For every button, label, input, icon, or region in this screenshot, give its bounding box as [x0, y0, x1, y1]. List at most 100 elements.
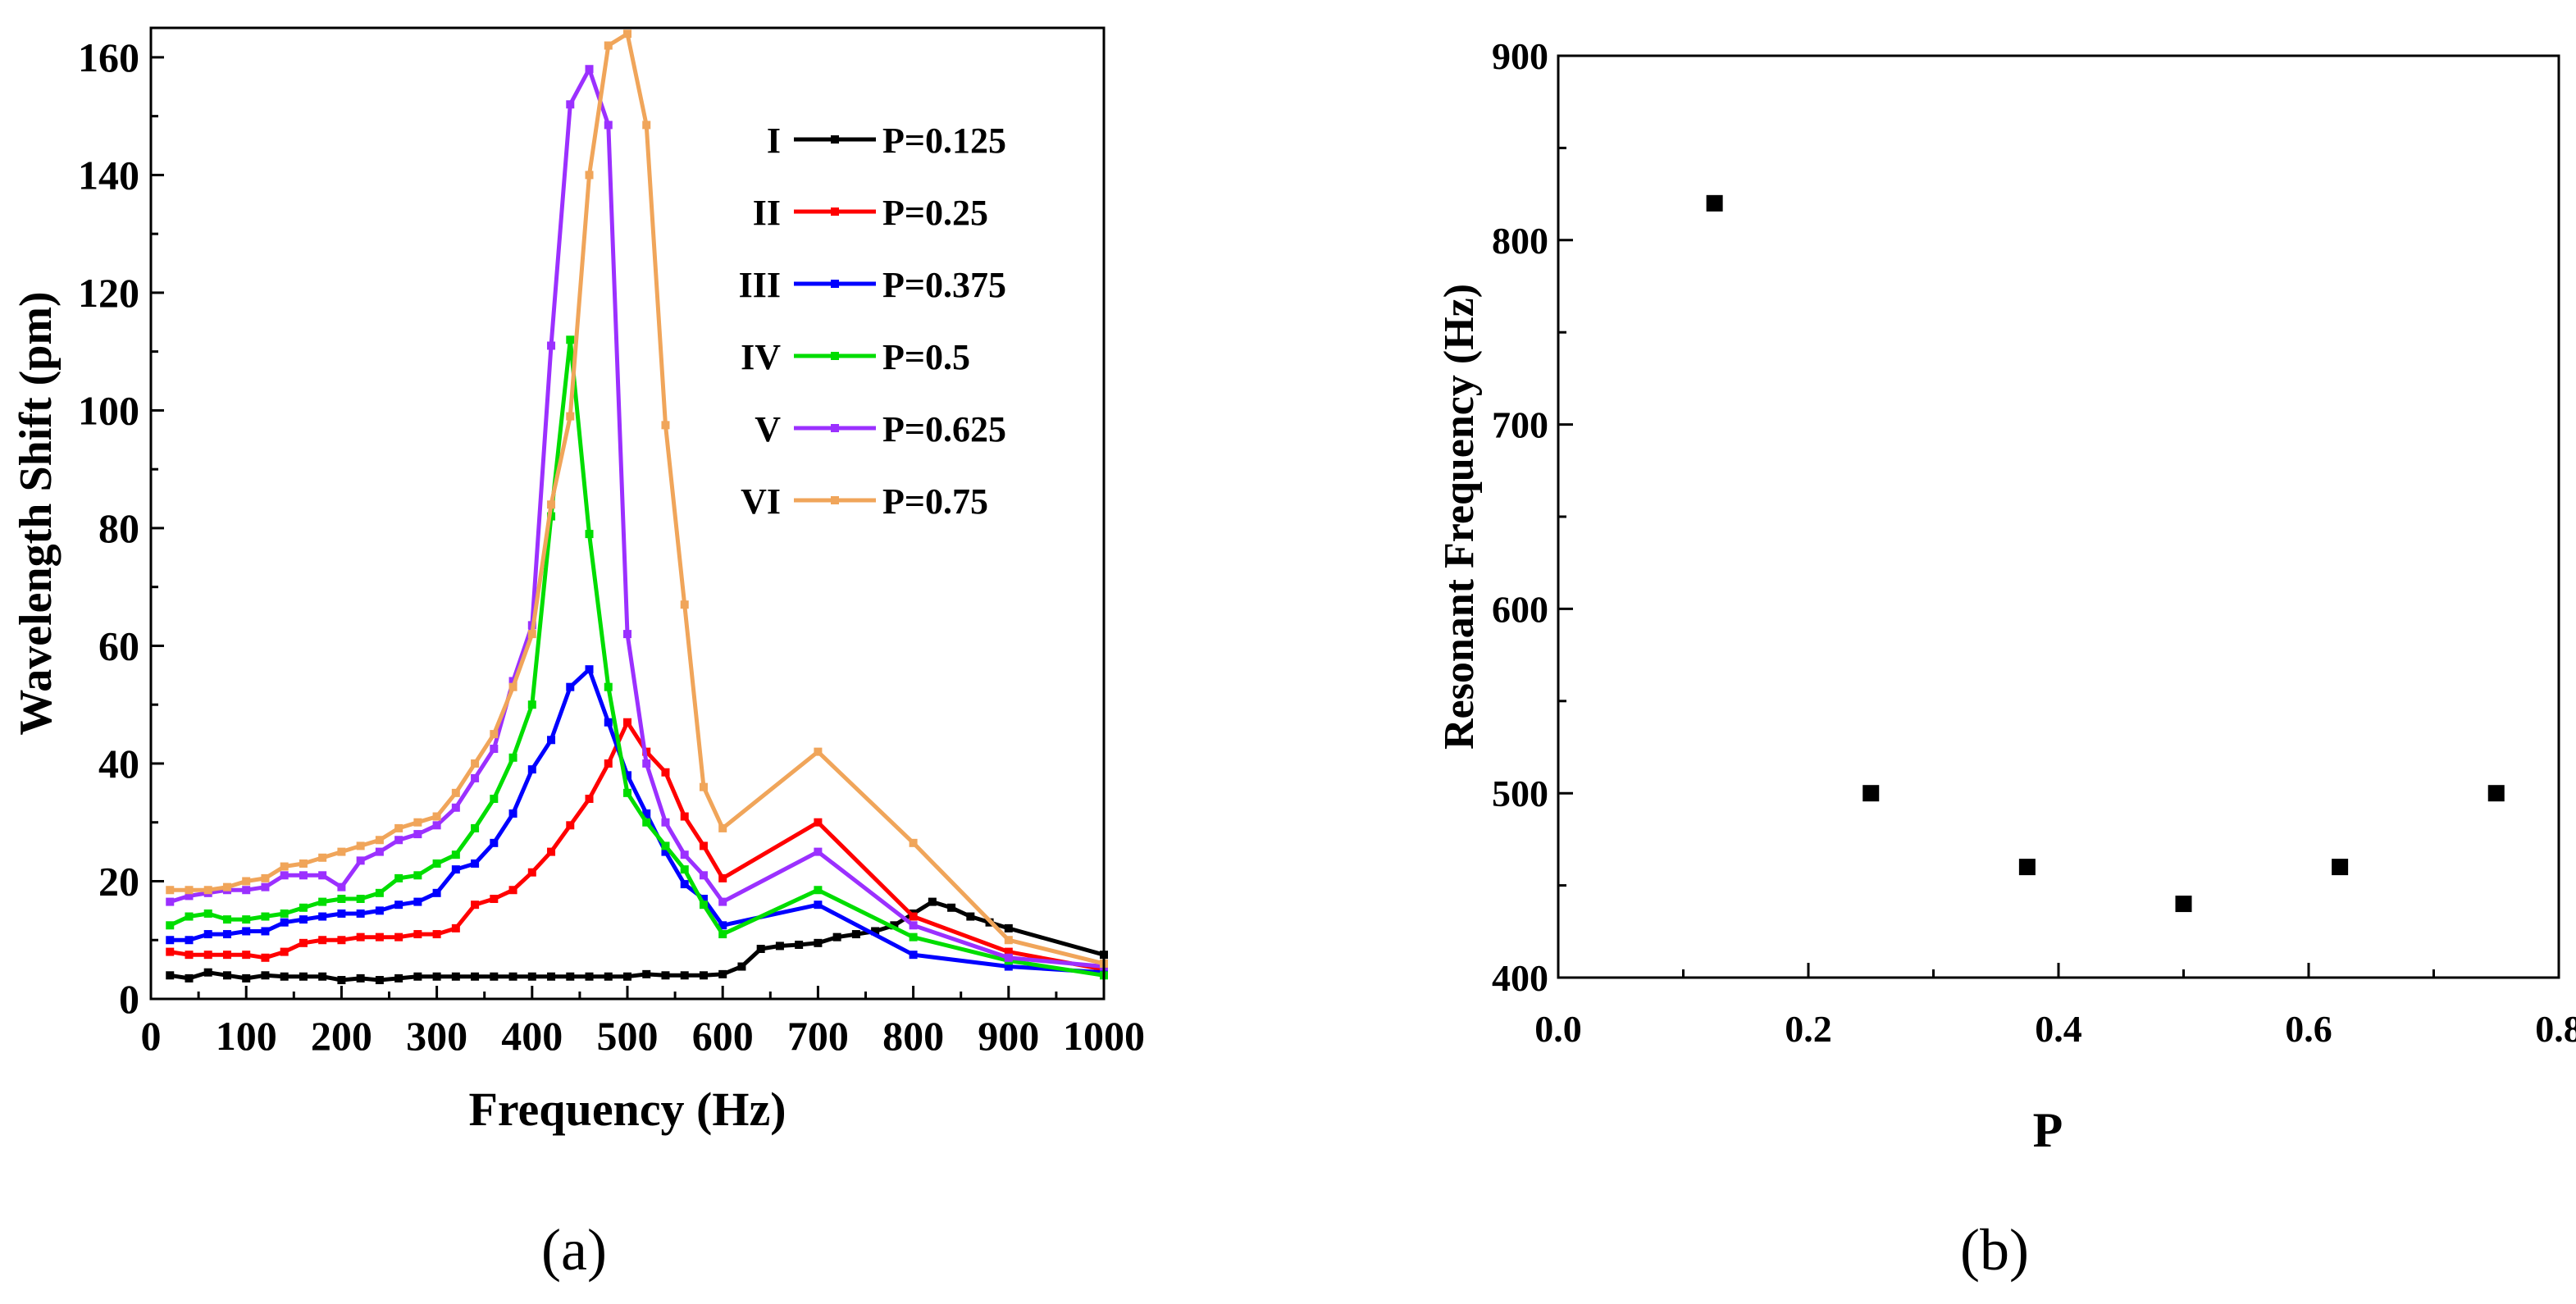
chart-a-data-point: [451, 972, 460, 981]
chart-a-data-point: [413, 818, 422, 827]
chart-a-data-point: [471, 773, 480, 782]
chart-a-xlabel: Frequency (Hz): [468, 1083, 786, 1136]
chart-a-data-point: [261, 912, 270, 921]
chart-a-data-point: [642, 818, 651, 827]
chart-a-data-point: [909, 912, 918, 921]
chart-a-ytick-label: 120: [78, 270, 139, 316]
chart-a-data-point: [547, 972, 556, 981]
chart-a-tick-labels: 0 100 200 300 400 500 600 700 800 900 1000 0 20 40 60 8…: [78, 34, 1145, 1059]
chart-a-data-point: [375, 906, 384, 915]
chart-a-xtick-label: 200: [311, 1013, 372, 1059]
chart-b-xtick-label: 0.2: [1785, 1008, 1832, 1050]
chart-a-data-point: [527, 630, 536, 639]
chart-a-data-point: [318, 936, 327, 945]
chart-a-legend-marker: [831, 424, 839, 432]
chart-a-data-point: [203, 909, 212, 918]
chart-a-data-point: [222, 951, 231, 960]
chart-a-data-point: [394, 836, 403, 845]
chart-a-data-point: [604, 718, 613, 727]
chart-a-data-point: [222, 930, 231, 939]
chart-a-data-point: [242, 877, 251, 886]
chart-a-data-point: [261, 927, 270, 936]
chart-a-data-point: [585, 65, 594, 74]
chart-a-data-point: [508, 753, 517, 762]
chart-a-data-point: [166, 947, 175, 956]
chart-a-data-point: [527, 700, 536, 709]
chart-a-data-point: [242, 973, 251, 983]
chart-a-data-point: [814, 886, 823, 895]
chart-a-data-point: [356, 909, 365, 918]
chart-a-data-point: [280, 862, 289, 871]
chart-b-resonant-frequency: 0.0 0.2 0.4 0.6 0.8 400 500 600 700 800 900 P Reso…: [1436, 35, 2576, 1157]
chart-a-data-point: [490, 895, 499, 904]
chart-a-ytick-label: 60: [98, 622, 139, 668]
chart-a-data-point: [432, 812, 441, 821]
chart-a-data-point: [718, 921, 727, 930]
chart-a-data-point: [527, 765, 536, 774]
chart-b-data-point: [2332, 859, 2349, 876]
chart-a-data-point: [318, 853, 327, 862]
chart-a-data-point: [814, 818, 823, 827]
chart-a-xtick-label: 400: [501, 1013, 563, 1059]
chart-a-xtick-label: 800: [882, 1013, 944, 1059]
chart-a-data-point: [394, 900, 403, 910]
chart-a-data-point: [280, 918, 289, 927]
chart-a-legend-roman: IV: [741, 337, 781, 377]
chart-a-data-point: [166, 897, 175, 906]
chart-a-data-point: [699, 871, 708, 880]
chart-a-ytick-label: 160: [78, 34, 139, 80]
chart-a-data-point: [680, 880, 689, 889]
chart-a-data-point: [203, 951, 212, 960]
chart-a-frame: [149, 26, 1106, 1001]
chart-a-data-point: [814, 900, 823, 910]
chart-a-xtick-label: 0: [141, 1013, 162, 1059]
chart-a-data-point: [166, 971, 175, 980]
chart-a-data-point: [394, 823, 403, 832]
chart-b-ylabel: Resonant Frequency (Hz): [1436, 284, 1483, 750]
chart-a-legend-label: P=0.125: [882, 121, 1006, 161]
chart-a-data-point: [680, 850, 689, 859]
chart-a-data-point: [242, 915, 251, 924]
chart-a-data-point: [775, 942, 784, 951]
chart-a-data-point: [432, 930, 441, 939]
chart-a-data-point: [318, 897, 327, 906]
chart-a-legend-label: P=0.625: [882, 409, 1006, 449]
chart-a-series-line: [170, 31, 1105, 966]
chart-a-data-point: [394, 873, 403, 882]
panel-label-a: (a): [541, 1217, 607, 1283]
chart-a-data-point: [471, 759, 480, 768]
chart-a-data-point: [299, 915, 308, 924]
chart-a-data-point: [623, 718, 631, 727]
chart-a-xtick-label: 1000: [1063, 1013, 1145, 1059]
chart-a-data-point: [642, 809, 651, 818]
chart-a-data-point: [471, 972, 480, 981]
chart-b-ytick-label: 500: [1492, 773, 1548, 814]
chart-a-data-point: [261, 953, 270, 962]
chart-a-data-point: [318, 972, 327, 981]
chart-a-data-point: [832, 932, 841, 942]
chart-a-legend: I P=0.125 II P=0.25 III P=0.375 IV P=0.5 V P=0.62…: [739, 121, 1006, 522]
chart-a-data-point: [966, 912, 975, 921]
chart-a-data-point: [642, 121, 651, 130]
chart-a-data-point: [413, 830, 422, 839]
chart-a-data-point: [185, 973, 194, 983]
chart-a-data-point: [185, 912, 194, 921]
chart-a-data-point: [814, 747, 823, 756]
chart-a-data-point: [261, 882, 270, 891]
chart-a-legend-marker: [831, 352, 839, 360]
chart-a-xtick-label: 600: [692, 1013, 754, 1059]
chart-a-legend-roman: VI: [741, 481, 781, 522]
chart-a-data-point: [356, 856, 365, 865]
chart-a-data-point: [585, 171, 594, 180]
chart-a-data-point: [451, 788, 460, 797]
chart-a-data-point: [413, 871, 422, 880]
chart-a-legend-label: P=0.375: [882, 265, 1006, 305]
chart-a-data-point: [375, 836, 384, 845]
chart-a-data-point: [566, 100, 575, 109]
chart-a-data-point: [299, 903, 308, 912]
chart-a-legend-marker: [831, 135, 839, 144]
chart-a-data-point: [356, 932, 365, 942]
chart-a-data-point: [814, 847, 823, 856]
chart-a-data-point: [451, 850, 460, 859]
